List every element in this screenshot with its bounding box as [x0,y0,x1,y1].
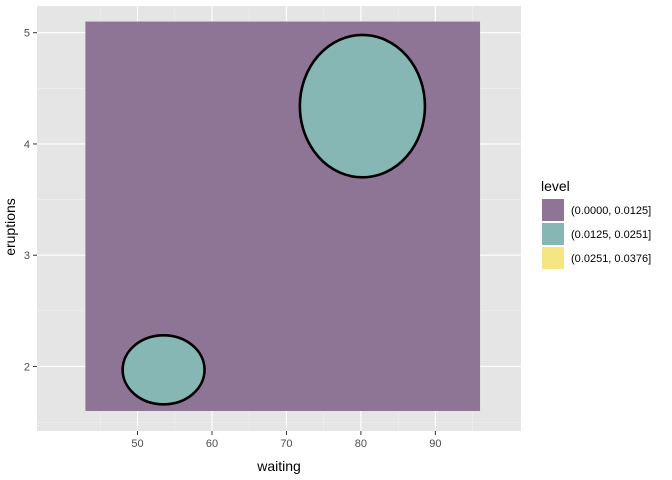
x-tick-label: 80 [355,438,367,450]
legend-key [542,247,564,269]
x-tick-label: 50 [131,438,143,450]
legend: level (0.0000, 0.0125] (0.0125, 0.0251] (0… [541,178,651,269]
y-tick-label: 4 [24,139,30,151]
legend-title: level [541,178,570,194]
y-axis-title: eruptions [2,198,18,256]
legend-key [542,223,564,245]
x-tick-label: 90 [429,438,441,450]
legend-label: (0.0125, 0.0251] [571,229,651,241]
y-tick-label: 3 [24,250,30,262]
x-axis-title: waiting [256,458,301,474]
axes: 50 60 70 80 90 2 3 4 5 [24,28,442,450]
density-band-mid [298,33,427,179]
x-tick-label: 60 [206,438,218,450]
contour-regions [85,21,481,411]
x-tick-label: 70 [280,438,292,450]
legend-label: (0.0000, 0.0125] [571,205,651,217]
y-tick-label: 2 [24,361,30,373]
y-tick-label: 5 [24,28,30,40]
density-band-mid [121,334,206,406]
legend-key [542,199,564,221]
legend-label: (0.0251, 0.0376] [571,253,651,265]
